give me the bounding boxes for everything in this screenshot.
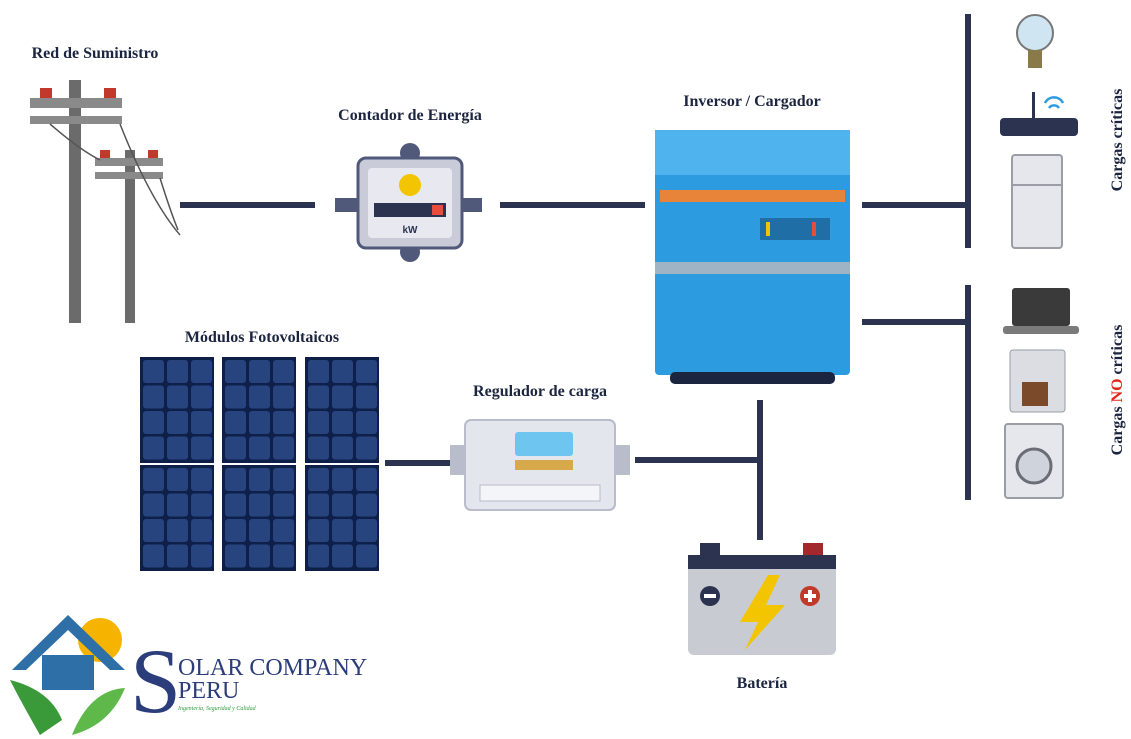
pv-cell	[332, 544, 353, 568]
non-critical-loads	[1003, 288, 1079, 499]
label-part: Cargas	[1109, 406, 1126, 455]
pv-cell	[332, 360, 353, 383]
pv-cell	[273, 493, 294, 517]
pv-cell	[273, 360, 294, 383]
battery-label: Batería	[737, 675, 788, 692]
label-highlight: NO	[1109, 378, 1126, 402]
pv-cell	[308, 544, 329, 568]
critical-loads-label: Cargas críticas	[1109, 89, 1126, 192]
pv-cell	[332, 411, 353, 434]
label-part: críticas	[1109, 325, 1126, 375]
inverter	[655, 130, 850, 384]
pv-cell	[273, 411, 294, 434]
pv-cell	[143, 519, 164, 542]
pv-cell	[191, 544, 212, 568]
non-critical-loads-label: Cargas NO críticas	[1109, 325, 1126, 456]
pv-cell	[356, 411, 377, 434]
pv-cell	[273, 519, 294, 542]
pv-cell	[332, 468, 353, 491]
pv-cell	[332, 493, 353, 517]
pv-cell	[225, 468, 246, 491]
pv-cell	[273, 468, 294, 491]
pv-cell	[225, 519, 246, 542]
logo-line2: PERU	[178, 678, 239, 704]
pv-label: Módulos Fotovoltaicos	[185, 329, 339, 346]
pv-cell	[167, 385, 188, 409]
pv-cell	[273, 436, 294, 460]
pv-cell	[249, 385, 270, 409]
pv-cell	[249, 360, 270, 383]
pv-cell	[249, 411, 270, 434]
logo: S OLAR COMPANY PERU Ingeniería, Segurida…	[10, 615, 367, 735]
pv-cell	[332, 519, 353, 542]
pv-cell	[249, 493, 270, 517]
pv-cell	[249, 544, 270, 568]
pv-cell	[191, 493, 212, 517]
pv-cell	[356, 385, 377, 409]
pv-cell	[225, 385, 246, 409]
pv-cell	[356, 468, 377, 491]
pv-cell	[308, 360, 329, 383]
pv-cell	[191, 385, 212, 409]
pv-cell	[225, 436, 246, 460]
logo-line1: OLAR COMPANY	[178, 655, 367, 681]
pv-cell	[356, 493, 377, 517]
meter-label: Contador de Energía	[338, 107, 482, 124]
pv-cell	[143, 436, 164, 460]
pv-cell	[308, 436, 329, 460]
pv-cell	[143, 411, 164, 434]
pv-cell	[143, 468, 164, 491]
pv-cell	[167, 360, 188, 383]
pv-cell	[191, 519, 212, 542]
pv-cell	[249, 436, 270, 460]
pv-cell	[143, 385, 164, 409]
pv-cell	[143, 544, 164, 568]
pv-cell	[225, 544, 246, 568]
pv-cell	[191, 468, 212, 491]
pv-cell	[249, 519, 270, 542]
battery	[688, 543, 836, 655]
pv-cell	[167, 519, 188, 542]
pv-cell	[332, 385, 353, 409]
charge-regulator	[450, 419, 630, 511]
pv-cell	[167, 544, 188, 568]
pv-cell	[273, 544, 294, 568]
grid-label: Red de Suministro	[32, 45, 159, 62]
meter-unit: kW	[403, 225, 419, 236]
pv-cell	[167, 493, 188, 517]
pv-cell	[225, 493, 246, 517]
pv-cell	[191, 411, 212, 434]
pv-cell	[143, 493, 164, 517]
pv-cell	[273, 385, 294, 409]
pv-modules	[140, 357, 379, 571]
pv-cell	[143, 360, 164, 383]
pv-cell	[332, 436, 353, 460]
pv-cell	[356, 360, 377, 383]
pv-cell	[356, 544, 377, 568]
pv-cell	[167, 436, 188, 460]
pv-cell	[356, 519, 377, 542]
pv-cell	[167, 468, 188, 491]
pv-cell	[191, 436, 212, 460]
logo-tagline: Ingeniería, Seguridad y Calidad	[177, 706, 257, 712]
pv-cell	[225, 360, 246, 383]
pv-cell	[308, 411, 329, 434]
pv-cell	[167, 411, 188, 434]
pv-cell	[308, 519, 329, 542]
regulator-label: Regulador de carga	[473, 383, 607, 400]
critical-loads	[1000, 14, 1078, 249]
pv-cell	[191, 360, 212, 383]
inverter-label: Inversor / Cargador	[683, 93, 820, 110]
utility-poles	[30, 80, 181, 323]
pv-cell	[308, 468, 329, 491]
logo-initial: S	[130, 630, 181, 732]
energy-meter: kW	[335, 143, 482, 262]
pv-cell	[225, 411, 246, 434]
pv-cell	[356, 436, 377, 460]
pv-cell	[249, 468, 270, 491]
pv-cell	[308, 385, 329, 409]
wires	[180, 14, 971, 540]
pv-cell	[308, 493, 329, 517]
